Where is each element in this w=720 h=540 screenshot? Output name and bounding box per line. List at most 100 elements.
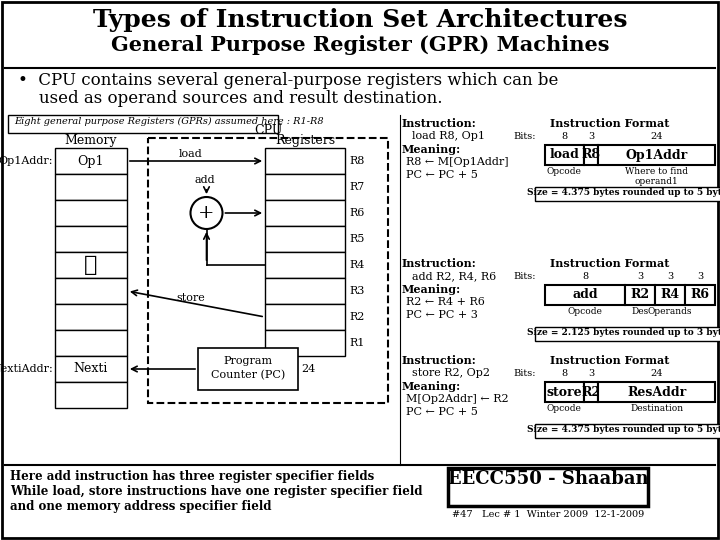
- Bar: [545, 145, 584, 165]
- Text: Size = 4.375 bytes rounded up to 5 bytes: Size = 4.375 bytes rounded up to 5 bytes: [527, 425, 720, 434]
- Text: store: store: [176, 293, 205, 303]
- Text: Memory: Memory: [65, 134, 117, 147]
- Text: R8: R8: [349, 156, 364, 166]
- Text: store R2, Op2: store R2, Op2: [412, 368, 490, 378]
- Text: Op1Addr:: Op1Addr:: [0, 156, 53, 166]
- Text: Meaning:: Meaning:: [402, 144, 461, 155]
- Text: 3: 3: [697, 272, 703, 281]
- Text: Size = 2.125 bytes rounded up to 3 bytes: Size = 2.125 bytes rounded up to 3 bytes: [527, 328, 720, 337]
- Bar: [535, 327, 720, 341]
- Bar: [685, 285, 715, 305]
- Text: NextiAddr:: NextiAddr:: [0, 364, 53, 374]
- Text: 24: 24: [301, 364, 315, 374]
- Text: Bits:: Bits:: [513, 272, 536, 281]
- Text: Meaning:: Meaning:: [402, 284, 461, 295]
- Text: 3: 3: [588, 132, 594, 141]
- Bar: [655, 285, 685, 305]
- Text: Instruction Format: Instruction Format: [550, 118, 670, 129]
- Text: R8 ← M[Op1Addr]: R8 ← M[Op1Addr]: [406, 157, 508, 167]
- Text: Bits:: Bits:: [513, 369, 536, 378]
- Text: EECC550 - Shaaban: EECC550 - Shaaban: [448, 470, 648, 488]
- Text: Program: Program: [223, 356, 273, 366]
- Text: •  CPU contains several general-purpose registers which can be: • CPU contains several general-purpose r…: [18, 72, 559, 89]
- Text: Meaning:: Meaning:: [402, 381, 461, 392]
- Bar: [55, 148, 127, 174]
- Text: +: +: [198, 204, 215, 222]
- Text: 3: 3: [637, 272, 643, 281]
- Text: Size = 4.375 bytes rounded up to 5 bytes: Size = 4.375 bytes rounded up to 5 bytes: [527, 188, 720, 197]
- Text: load: load: [549, 148, 580, 161]
- Bar: [55, 278, 127, 304]
- Text: add: add: [194, 175, 215, 185]
- Text: PC ← PC + 5: PC ← PC + 5: [406, 407, 478, 417]
- Bar: [55, 304, 127, 330]
- Bar: [55, 356, 127, 382]
- Text: R2: R2: [582, 386, 600, 399]
- Text: R3: R3: [349, 286, 364, 296]
- Bar: [265, 200, 345, 226]
- Bar: [55, 330, 127, 356]
- Bar: [545, 285, 625, 305]
- Text: Opcode: Opcode: [567, 307, 603, 316]
- Text: R4: R4: [660, 288, 680, 301]
- Text: R2 ← R4 + R6: R2 ← R4 + R6: [406, 297, 485, 307]
- Text: Instruction:: Instruction:: [402, 355, 477, 366]
- Bar: [265, 304, 345, 330]
- Text: R6: R6: [690, 288, 709, 301]
- Bar: [545, 382, 584, 402]
- Text: Opcode: Opcode: [547, 167, 582, 176]
- Bar: [198, 348, 298, 390]
- Text: PC ← PC + 5: PC ← PC + 5: [406, 170, 478, 180]
- Text: load: load: [179, 149, 203, 159]
- Text: ResAddr: ResAddr: [627, 386, 686, 399]
- Bar: [265, 148, 345, 174]
- Text: Instruction Format: Instruction Format: [550, 355, 670, 366]
- Text: Nexti: Nexti: [74, 362, 108, 375]
- Bar: [265, 174, 345, 200]
- Text: R6: R6: [349, 208, 364, 218]
- Text: operand1: operand1: [635, 177, 678, 186]
- Text: add R2, R4, R6: add R2, R4, R6: [412, 271, 496, 281]
- Text: Opcode: Opcode: [547, 404, 582, 413]
- Text: Registers: Registers: [275, 134, 335, 147]
- Text: R5: R5: [349, 234, 364, 244]
- Text: R8: R8: [582, 148, 600, 161]
- Bar: [265, 226, 345, 252]
- Bar: [584, 382, 598, 402]
- Bar: [265, 330, 345, 356]
- Text: PC ← PC + 3: PC ← PC + 3: [406, 310, 478, 320]
- Text: R2: R2: [349, 312, 364, 322]
- Text: 8: 8: [582, 272, 588, 281]
- Bar: [598, 382, 715, 402]
- Text: Op1Addr: Op1Addr: [626, 148, 688, 161]
- Text: Destination: Destination: [630, 404, 683, 413]
- Bar: [265, 278, 345, 304]
- Text: Types of Instruction Set Architectures: Types of Instruction Set Architectures: [93, 8, 627, 32]
- Text: ⋮: ⋮: [84, 254, 98, 276]
- Text: Instruction Format: Instruction Format: [550, 258, 670, 269]
- Text: used as operand sources and result destination.: used as operand sources and result desti…: [18, 90, 443, 107]
- Text: load R8, Op1: load R8, Op1: [412, 131, 485, 141]
- Text: Here add instruction has three register specifier fields: Here add instruction has three register …: [10, 470, 374, 483]
- Bar: [265, 252, 345, 278]
- Bar: [8, 115, 278, 133]
- Text: Instruction:: Instruction:: [402, 118, 477, 129]
- Text: R7: R7: [349, 182, 364, 192]
- Text: M[Op2Addr] ← R2: M[Op2Addr] ← R2: [406, 394, 508, 404]
- Text: Counter (PC): Counter (PC): [211, 370, 285, 380]
- Bar: [535, 424, 720, 438]
- Text: R1: R1: [349, 338, 364, 348]
- Text: 8: 8: [562, 132, 567, 141]
- Bar: [535, 187, 720, 201]
- Text: #47   Lec # 1  Winter 2009  12-1-2009: #47 Lec # 1 Winter 2009 12-1-2009: [452, 510, 644, 519]
- Bar: [598, 145, 715, 165]
- Text: add: add: [572, 288, 598, 301]
- Text: Op1: Op1: [78, 154, 104, 167]
- Bar: [55, 382, 127, 408]
- Text: 3: 3: [667, 272, 673, 281]
- Text: 3: 3: [588, 369, 594, 378]
- Bar: [55, 226, 127, 252]
- Bar: [55, 252, 127, 278]
- Text: CPU: CPU: [254, 124, 282, 137]
- Bar: [148, 138, 388, 403]
